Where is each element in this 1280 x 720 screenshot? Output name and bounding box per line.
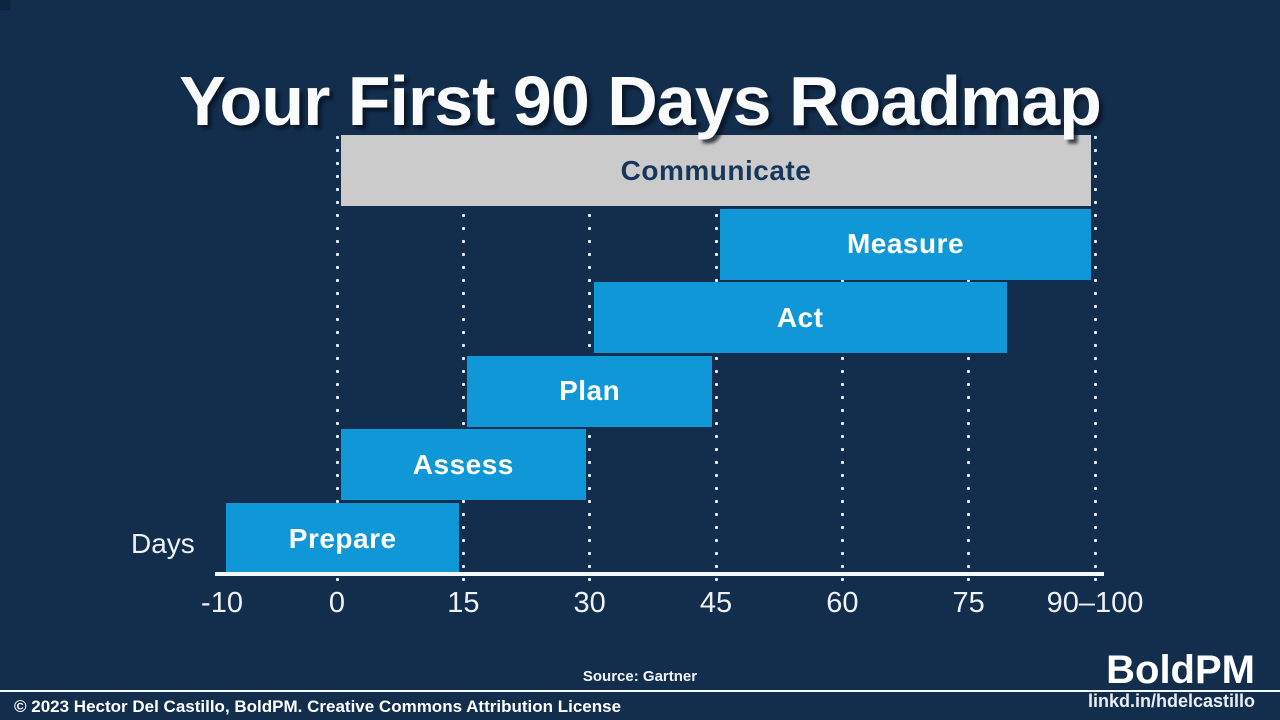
x-tick-label: 0 xyxy=(328,587,346,619)
source-note: Source: Gartner xyxy=(582,668,698,685)
task-bar-label: Plan xyxy=(559,375,621,407)
x-tick-label: 45 xyxy=(699,587,733,619)
x-tick-label: 30 xyxy=(573,587,606,619)
gridline-day-90 xyxy=(1093,131,1097,587)
task-bar-plan: Plan xyxy=(467,355,712,427)
gridline-day-60 xyxy=(840,131,844,587)
x-tick-label: 90–100 xyxy=(1046,587,1144,619)
gridline-day-75 xyxy=(967,131,971,587)
page-title: Your First 90 Days Roadmap xyxy=(179,61,1102,140)
task-bar-assess: Assess xyxy=(341,429,586,501)
copyright-text: © 2023 Hector Del Castillo, BoldPM. Crea… xyxy=(14,697,622,716)
x-tick-label: 75 xyxy=(952,587,985,619)
task-bar-label: Act xyxy=(776,301,824,333)
gridline-day-45 xyxy=(714,131,718,587)
axis-label-days: Days xyxy=(131,528,195,559)
brand-logo-text: BoldPM xyxy=(1106,648,1255,692)
task-bar-measure: Measure xyxy=(720,208,1091,280)
x-tick-label: 15 xyxy=(447,587,480,619)
task-bar-label: Prepare xyxy=(288,522,397,554)
task-bar-prepare: Prepare xyxy=(226,503,460,574)
brand-link-text: linkd.in/hdelcastillo xyxy=(1087,691,1255,711)
x-axis-line xyxy=(215,572,1104,576)
task-bar-communicate: Communicate xyxy=(341,135,1091,206)
footer-divider xyxy=(0,690,1280,692)
task-bar-label: Assess xyxy=(412,448,514,480)
task-bar-label: Measure xyxy=(846,228,965,260)
gridline-day-15 xyxy=(461,131,465,587)
task-bar-act: Act xyxy=(593,282,1007,354)
task-bar-label: Communicate xyxy=(620,154,812,186)
corner-decoration xyxy=(0,0,10,10)
x-tick-label: -10 xyxy=(201,587,243,619)
x-tick-label: 60 xyxy=(826,587,859,619)
gridline-day-0 xyxy=(335,131,339,587)
